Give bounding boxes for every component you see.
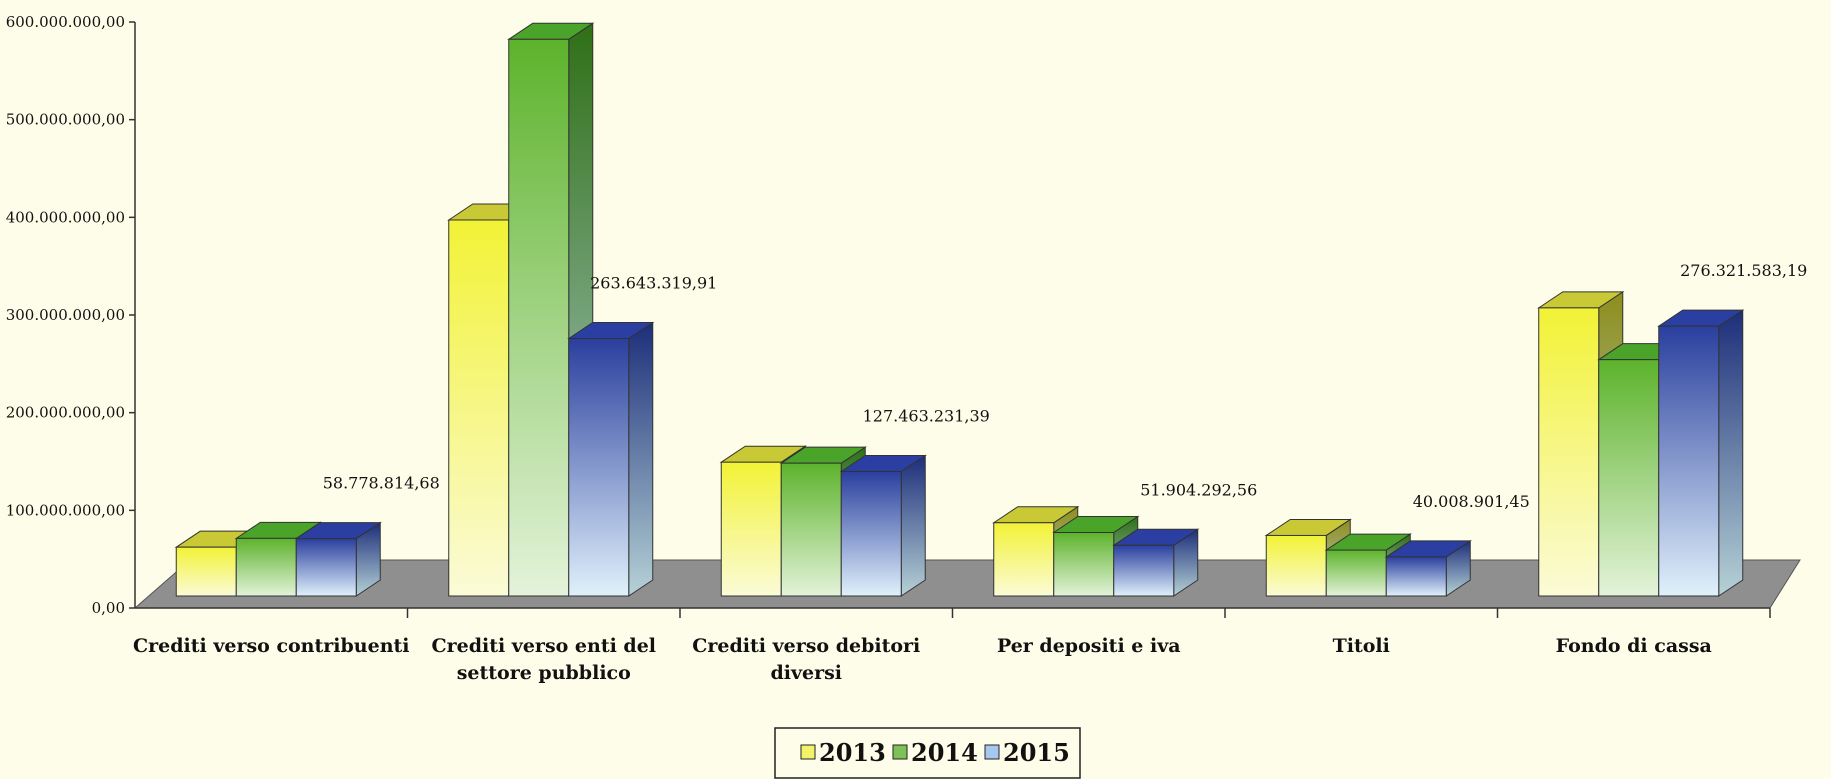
bar-front [780, 462, 842, 597]
bar-front [1658, 325, 1720, 597]
bar-side [628, 321, 654, 597]
category-label: Crediti verso enti del [431, 635, 656, 657]
bar-front [1385, 556, 1447, 597]
bar-front [295, 538, 357, 597]
bar-2015-2 [839, 454, 927, 597]
bar-front [720, 461, 782, 597]
y-tick-label: 500.000.000,00 [6, 111, 125, 129]
legend-swatch-2015 [984, 744, 1000, 760]
bar-2015-1 [567, 321, 655, 597]
y-tick-label: 300.000.000,00 [6, 306, 125, 324]
legend: 2013 2014 2015 [774, 727, 1081, 779]
bar-front [1265, 534, 1327, 597]
y-tick-label: 600.000.000,00 [6, 13, 125, 31]
bar-side [1718, 309, 1744, 597]
data-label: 127.463.231,39 [863, 407, 990, 426]
bar-front [1113, 544, 1175, 597]
bar-front [508, 38, 570, 597]
bar-side [900, 454, 926, 597]
legend-swatch-2014 [892, 744, 908, 760]
legend-label-2015: 2015 [1003, 738, 1070, 767]
category-label: settore pubblico [457, 662, 631, 684]
bar-2015-0 [294, 521, 382, 597]
y-tick-label: 200.000.000,00 [6, 404, 125, 422]
legend-box [774, 727, 1081, 779]
data-label: 276.321.583,19 [1680, 261, 1807, 280]
bar-front [1538, 307, 1600, 597]
category-label: Titoli [1333, 635, 1390, 657]
category-label: Crediti verso debitori [692, 635, 920, 657]
category-label: Per depositi e iva [997, 635, 1181, 657]
data-label: 51.904.292,56 [1140, 480, 1257, 499]
y-tick-label: 400.000.000,00 [6, 208, 125, 226]
legend-label-2013: 2013 [819, 738, 886, 767]
data-label: 58.778.814,68 [323, 474, 440, 493]
bar-2015-5 [1657, 309, 1745, 597]
bar-2015-4 [1384, 539, 1472, 597]
y-tick-label: 0,00 [92, 599, 125, 617]
bar-front [993, 522, 1055, 597]
y-tick-label: 100.000.000,00 [6, 501, 125, 519]
category-label: Crediti verso contribuenti [133, 635, 410, 657]
data-label: 263.643.319,91 [590, 274, 717, 293]
bar-2013-4 [1264, 518, 1352, 597]
bar-front [235, 537, 297, 597]
data-label: 40.008.901,45 [1413, 492, 1530, 511]
bar-front [1053, 532, 1115, 597]
bar-front [175, 546, 237, 597]
bar-2015-3 [1112, 528, 1200, 597]
bar-front [840, 471, 902, 597]
category-label: diversi [770, 662, 842, 684]
category-label: Fondo di cassa [1556, 635, 1712, 657]
legend-label-2014: 2014 [911, 738, 978, 767]
bar-front [1598, 359, 1660, 597]
bar-front [448, 219, 510, 597]
legend-swatch-2013 [800, 744, 816, 760]
bar-front [568, 338, 630, 597]
bar-front [1325, 549, 1387, 597]
